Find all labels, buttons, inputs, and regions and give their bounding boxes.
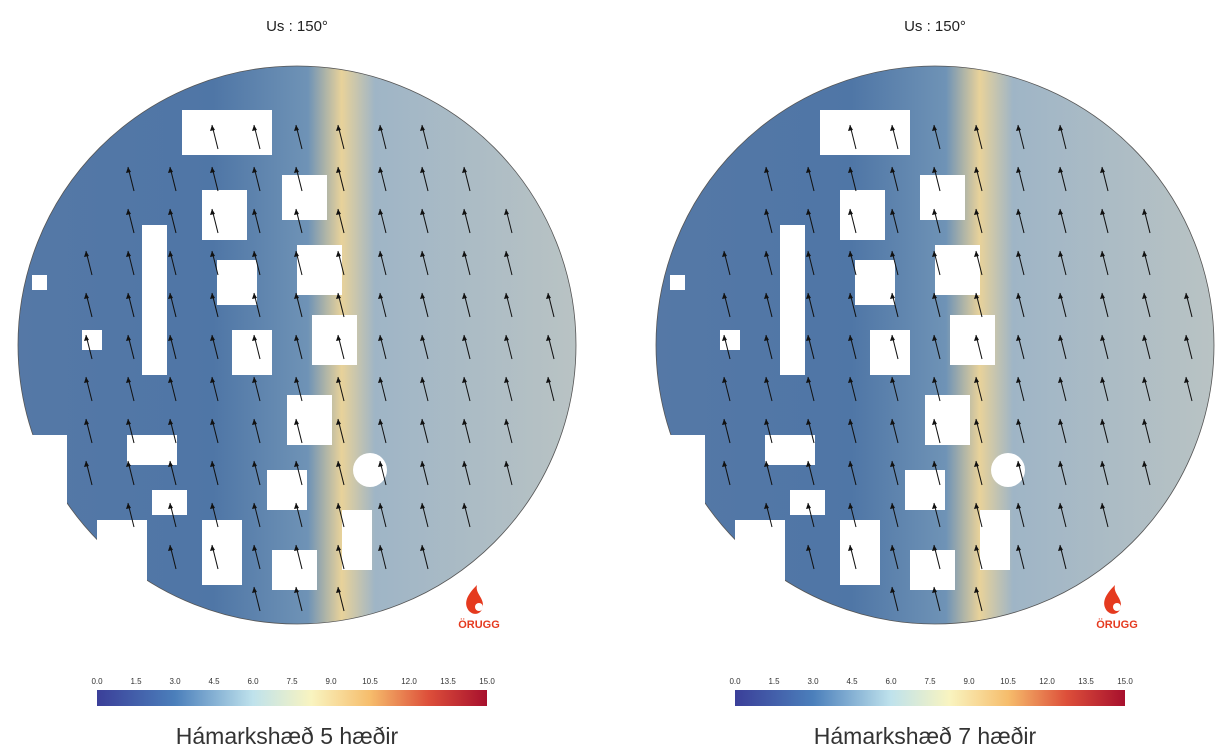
- colorbar-tick-label: 9.0: [963, 677, 975, 686]
- panel-title: Us : 150°: [266, 18, 328, 35]
- building: [217, 260, 257, 305]
- panel-title: Us : 150°: [904, 18, 966, 35]
- colorbar: [735, 690, 1125, 706]
- building: [142, 225, 167, 375]
- panels: Us : 150° ÖRUGG 0.0 1.5 3.0 4.5 6.0 7.5 9.0 10.5 1…: [18, 18, 1214, 749]
- colorbar-tick-label: 12.0: [1039, 677, 1055, 686]
- building: [780, 225, 805, 375]
- building: [297, 245, 342, 295]
- building: [282, 175, 327, 220]
- building: [820, 110, 910, 155]
- building: [287, 395, 332, 445]
- colorbar-tick-label: 7.5: [924, 677, 936, 686]
- building: [32, 275, 47, 290]
- colorbar-tick-label: 7.5: [286, 677, 298, 686]
- logo-ring: [475, 603, 483, 611]
- building: [665, 435, 705, 510]
- building: [935, 245, 980, 295]
- logo-text: ÖRUGG: [1096, 618, 1138, 631]
- colorbar-tick-label: 4.5: [846, 677, 858, 686]
- building: [272, 550, 317, 590]
- building: [97, 520, 147, 590]
- building: [980, 510, 1010, 570]
- building: [920, 175, 965, 220]
- colorbar-tick-label: 6.0: [885, 677, 897, 686]
- building: [870, 330, 910, 375]
- building: [790, 490, 825, 515]
- building: [202, 190, 247, 240]
- colorbar-tick-label: 3.0: [169, 677, 181, 686]
- logo-ring: [1113, 603, 1121, 611]
- building: [127, 435, 177, 465]
- building: [152, 490, 187, 515]
- colorbar-tick-label: 12.0: [401, 677, 417, 686]
- building: [735, 520, 785, 590]
- logo-text: ÖRUGG: [458, 618, 500, 631]
- building: [27, 435, 67, 510]
- building: [182, 110, 272, 155]
- building: [910, 550, 955, 590]
- colorbar-tick-label: 13.5: [440, 677, 456, 686]
- colorbar-tick-label: 10.5: [1000, 677, 1016, 686]
- colorbar-tick-label: 13.5: [1078, 677, 1094, 686]
- building: [840, 190, 885, 240]
- colorbar-tick-label: 4.5: [208, 677, 220, 686]
- building: [202, 520, 242, 585]
- building: [765, 435, 815, 465]
- colorbar-tick-label: 1.5: [130, 677, 142, 686]
- panel: Us : 150° ÖRUGG 0.0 1.5 3.0 4.5 6.0 7.5 9.0 10.5 1…: [18, 18, 576, 749]
- colorbar-tick-label: 0.0: [91, 677, 103, 686]
- building: [232, 330, 272, 375]
- colorbar-tick-label: 15.0: [479, 677, 495, 686]
- building: [312, 315, 357, 365]
- building: [267, 470, 307, 510]
- figure: Us : 150° ÖRUGG 0.0 1.5 3.0 4.5 6.0 7.5 9.0 10.5 1…: [0, 0, 1219, 751]
- building: [670, 275, 685, 290]
- building: [950, 315, 995, 365]
- colorbar: [97, 690, 487, 706]
- building: [855, 260, 895, 305]
- colorbar-tick-label: 1.5: [768, 677, 780, 686]
- colorbar-tick-label: 15.0: [1117, 677, 1133, 686]
- building: [342, 510, 372, 570]
- colorbar-tick-label: 9.0: [325, 677, 337, 686]
- building: [925, 395, 970, 445]
- colorbar-tick-label: 3.0: [807, 677, 819, 686]
- building: [905, 470, 945, 510]
- panel: Us : 150° ÖRUGG 0.0 1.5 3.0 4.5 6.0 7.5 9.0 10.5 1…: [656, 18, 1214, 749]
- panel-caption: Hámarkshæð 5 hæðir: [176, 723, 399, 749]
- building: [840, 520, 880, 585]
- colorbar-tick-label: 0.0: [729, 677, 741, 686]
- colorbar-tick-label: 6.0: [247, 677, 259, 686]
- colorbar-tick-label: 10.5: [362, 677, 378, 686]
- panel-caption: Hámarkshæð 7 hæðir: [814, 723, 1037, 749]
